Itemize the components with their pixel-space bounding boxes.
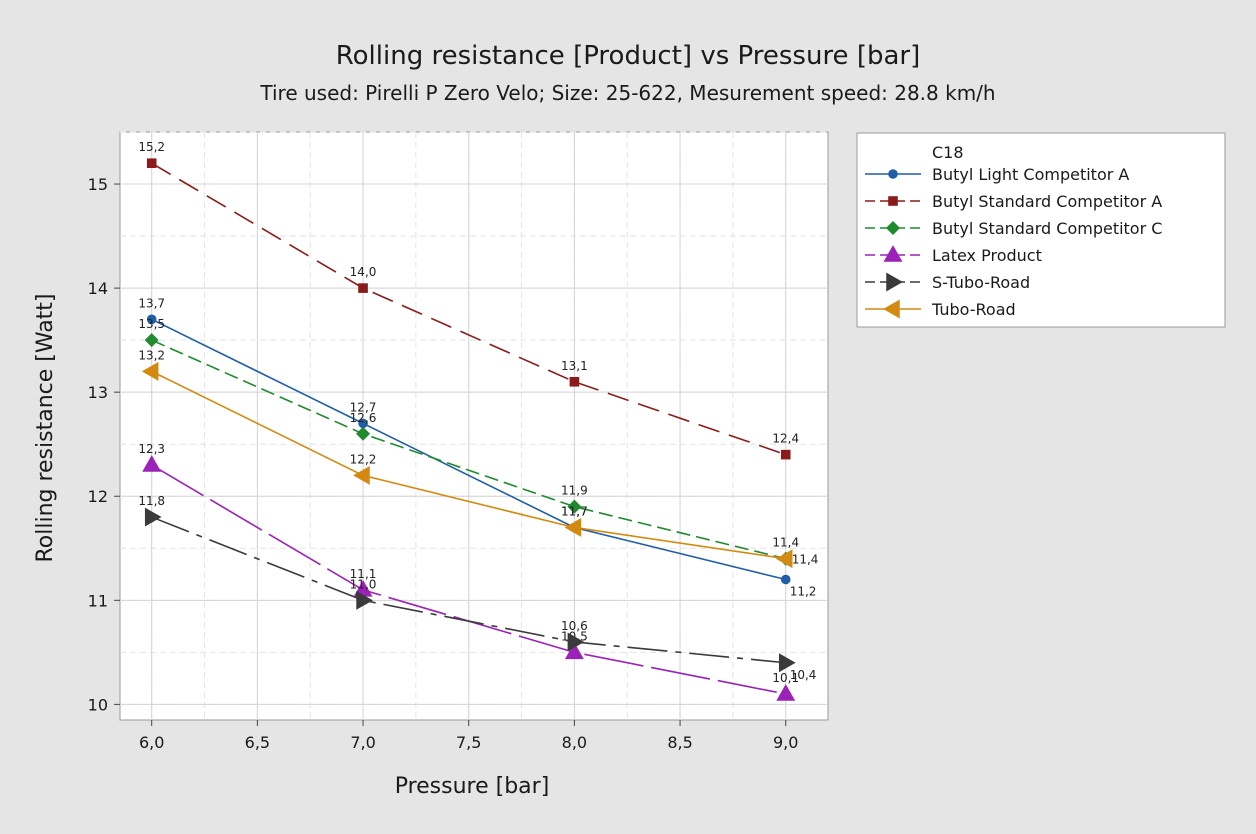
data-label: 11,1 [350, 567, 377, 581]
data-label: 12,7 [350, 400, 377, 414]
x-tick-label: 9,0 [773, 733, 798, 752]
series-line [151, 370, 786, 560]
data-point [564, 518, 582, 537]
data-label: 10,4 [790, 668, 817, 682]
legend-marker [883, 245, 903, 262]
series-line [151, 516, 786, 664]
data-label: 11,8 [138, 494, 165, 508]
data-point [775, 549, 793, 569]
data-label: 12,2 [350, 452, 377, 466]
data-label: 10,6 [561, 619, 588, 633]
data-point [780, 574, 791, 585]
legend-box [856, 132, 1226, 328]
data-label: 11,7 [561, 504, 588, 518]
legend-marker [888, 169, 898, 179]
series-line [151, 339, 786, 560]
data-label: 14,0 [350, 265, 377, 279]
data-point [569, 376, 580, 387]
series-line [151, 318, 786, 581]
y-tick-label: 15 [88, 175, 108, 194]
legend-label: Butyl Standard Competitor A [932, 192, 1162, 211]
y-tick-label: 12 [88, 487, 108, 506]
data-point [141, 361, 159, 381]
series-layer: 13,7 12,7 11,7 11,2 15,2 14,0 13,1 12,4 13,5 12,6… [138, 140, 818, 701]
y-tick-label: 11 [88, 591, 108, 610]
series-s-tubo-road: 11,8 11,0 10,6 10,4 [138, 494, 816, 682]
legend-label: Butyl Standard Competitor C [932, 219, 1162, 238]
data-label: 12,6 [350, 411, 377, 425]
data-label: 13,2 [138, 348, 165, 362]
data-point [144, 333, 159, 348]
data-point [567, 632, 585, 652]
data-point [353, 465, 370, 485]
series-tubo-road: 13,2 12,2 11,7 11,4 [138, 348, 819, 569]
legend-label: Latex Product [932, 246, 1042, 265]
plot-area [119, 131, 829, 721]
data-label: 11,2 [790, 585, 817, 599]
data-point [776, 684, 796, 701]
legend-label: Tubo-Road [931, 300, 1016, 319]
data-point [564, 642, 584, 660]
legend-label: Butyl Light Competitor A [932, 165, 1129, 184]
legend-item: Butyl Standard Competitor A [865, 192, 1162, 211]
data-point [778, 653, 796, 673]
data-label: 13,1 [561, 359, 588, 373]
data-label: 13,5 [138, 317, 165, 331]
data-point [780, 449, 791, 460]
x-axis: 6,0 6,5 7,0 7,5 8,0 8,5 9,0 [139, 720, 798, 752]
y-tick-label: 10 [88, 695, 108, 714]
data-label: 12,3 [138, 442, 165, 456]
legend-label: S-Tubo-Road [932, 273, 1030, 292]
data-point [146, 158, 157, 169]
chart-title: Rolling resistance [Product] vs Pressure… [336, 41, 920, 71]
data-label: 11,4 [772, 536, 799, 550]
legend-marker [886, 221, 900, 235]
data-point [146, 314, 157, 325]
series-butyl-standard-competitor-a: 15,2 14,0 13,1 12,4 [138, 140, 799, 460]
data-label: 10,1 [772, 671, 799, 685]
data-point [356, 590, 373, 610]
y-tick-label: 13 [88, 383, 108, 402]
data-point [356, 426, 371, 441]
data-point [358, 283, 368, 293]
y-axis: 10 11 12 13 14 15 [88, 175, 120, 714]
data-point [567, 499, 582, 514]
legend-marker [888, 196, 898, 206]
data-point [142, 455, 162, 472]
x-axis-label: Pressure [bar] [395, 774, 550, 799]
legend: C18 Butyl Light Competitor A Butyl Standa… [856, 132, 1226, 328]
data-label: 11,4 [792, 553, 819, 567]
data-label: 11,9 [561, 484, 588, 498]
data-label: 11,0 [350, 577, 377, 591]
x-tick-label: 7,0 [350, 733, 375, 752]
x-tick-label: 6,5 [245, 733, 270, 752]
data-point [358, 418, 368, 429]
legend-item: Tubo-Road [865, 299, 1016, 319]
legend-item: Butyl Standard Competitor C [865, 219, 1162, 238]
x-tick-label: 8,5 [667, 733, 692, 752]
x-tick-label: 6,0 [139, 733, 164, 752]
legend-item: Butyl Light Competitor A [865, 165, 1129, 184]
data-label: 12,4 [772, 432, 799, 446]
legend-marker [886, 272, 903, 292]
y-axis-label: Rolling resistance [Watt] [33, 293, 58, 562]
series-line [151, 162, 786, 456]
chart-subtitle: Tire used: Pirelli P Zero Velo; Size: 25… [259, 81, 995, 105]
x-tick-label: 8,0 [562, 733, 587, 752]
legend-marker [883, 299, 900, 319]
legend-item: Latex Product [865, 245, 1042, 265]
y-tick-label: 14 [88, 279, 108, 298]
legend-item: S-Tubo-Road [865, 272, 1030, 292]
legend-title: C18 [932, 143, 964, 162]
x-tick-label: 7,5 [456, 733, 481, 752]
data-label: 13,7 [138, 296, 165, 310]
data-point [144, 507, 162, 527]
data-label: 15,2 [138, 140, 165, 154]
